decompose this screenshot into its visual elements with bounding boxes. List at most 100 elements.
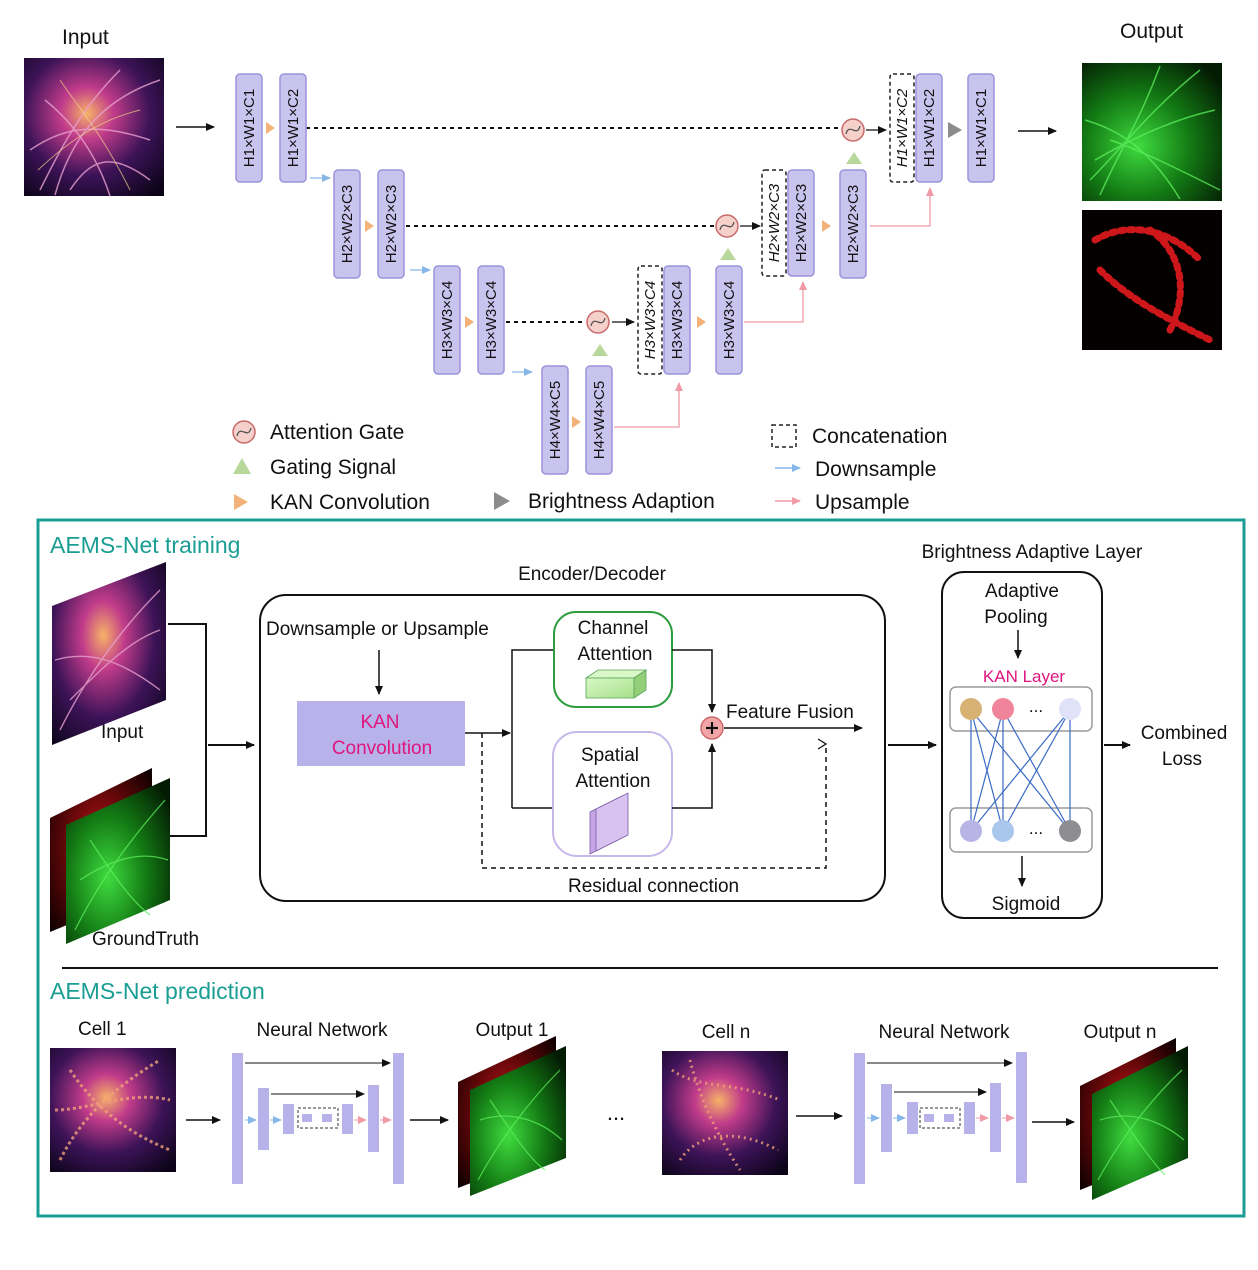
channel-attention-label-2: Attention [578,644,653,665]
residual-connection-line [481,733,828,869]
kan-edges [970,709,1071,832]
training-panel-border [36,518,1246,1218]
spatial-attention-label-2: Attention [576,771,651,792]
spatial-attention-label-1: Spatial [581,745,639,766]
spatial-to-fusion [672,743,716,809]
svg-text:H1×W1×C1: H1×W1×C1 [973,89,990,167]
training-groundtruth-label: GroundTruth [92,929,199,950]
training-title: AEMS-Net training [50,532,240,558]
bal-title: Brightness Adaptive Layer [922,542,1143,563]
celln-image [662,1051,788,1175]
svg-text:H2×W2×C3: H2×W2×C3 [383,185,400,263]
gating-signal-icon [233,458,251,474]
adaptive-pooling-label-2: Pooling [984,607,1047,628]
cell1-image [50,1048,176,1172]
encoder-box [259,594,886,902]
training-input-image [52,562,166,745]
legend-gating-signal: Gating Signal [233,456,396,479]
block-e3b: H3×W3×C4 [477,265,505,375]
down-or-up-label: Downsample or Upsample [266,619,489,640]
block-b4a: H4×W4×C5 [541,365,569,475]
block-e3a: H3×W3×C4 [433,265,461,375]
output1-label: Output 1 [476,1020,549,1041]
kan-layer-top-row [949,686,1093,732]
block-e1b: H1×W1×C2 [279,73,307,183]
brightness-adaption-icon [494,492,510,510]
svg-text:H1×W1×C2: H1×W1×C2 [285,89,302,167]
block-d2b: H2×W2×C3 [839,169,867,279]
kan-conv-label-2: Convolution [332,738,432,759]
celln-label: Cell n [702,1022,751,1043]
svg-text:Brightness Adaption: Brightness Adaption [528,490,715,513]
svg-text:Upsample: Upsample [815,491,910,514]
block-e2b: H2×W2×C3 [377,169,405,279]
attention-gates [586,118,865,334]
spatial-attention-box [552,731,673,857]
kan-nodes [960,698,1081,842]
channel-cube-icon [584,669,648,699]
svg-text:KAN Convolution: KAN Convolution [270,491,430,514]
adaptive-pooling-label-1: Adaptive [985,581,1059,602]
channel-attention-label-1: Channel [578,618,649,639]
legend-upsample: Upsample [775,491,910,514]
input-image [24,58,164,197]
block-d3cat: H3×W3×C4 [637,265,663,375]
block-d1a: H1×W1×C2 [915,73,943,183]
kan-layer-bottom-row [949,807,1093,853]
output-image-green [1082,63,1222,201]
svg-text:H3×W3×C4: H3×W3×C4 [642,281,659,359]
branch-line-top [511,649,554,808]
nn1-network [232,1053,404,1184]
concatenation-icon [771,424,797,448]
svg-text:H2×W2×C3: H2×W2×C3 [766,183,783,262]
input-title: Input [62,26,109,49]
training-groundtruth-image [50,768,170,944]
output-image-red [1082,210,1222,350]
block-d2a: H2×W2×C3 [787,169,815,277]
encoder-title: Encoder/Decoder [518,564,667,585]
training-input-label: Input [101,722,144,743]
block-d2cat: H2×W2×C3 [761,169,787,277]
block-d3a: H3×W3×C4 [663,265,691,375]
legend-concatenation: Concatenation [771,424,947,448]
block-b4b: H4×W4×C5 [585,365,613,475]
nn2-network [854,1052,1027,1184]
block-e1a: H1×W1×C1 [235,73,263,183]
feature-fusion-label: Feature Fusion [726,702,854,723]
legend-kan-convolution: KAN Convolution [234,491,430,514]
kan-layer-label: KAN Layer [983,667,1066,686]
kan-conv-box [297,701,465,766]
svg-text:H4×W4×C5: H4×W4×C5 [591,381,608,459]
legend-attention-gate: Attention Gate [232,420,404,444]
kan-dots-bottom: ... [1029,819,1043,838]
svg-text:H3×W3×C4: H3×W3×C4 [483,281,500,359]
kan-triangles [266,122,831,428]
svg-text:H2×W2×C3: H2×W2×C3 [845,185,862,263]
upsample-arrow-1 [614,382,683,428]
svg-text:H3×W3×C4: H3×W3×C4 [721,281,738,359]
output-title: Output [1120,20,1183,43]
svg-text:H2×W2×C3: H2×W2×C3 [793,184,810,262]
residual-label: Residual connection [568,876,739,897]
training-bracket [168,623,207,837]
svg-text:Gating Signal: Gating Signal [270,456,396,479]
bal-box [941,571,1103,919]
block-d3b: H3×W3×C4 [715,265,743,375]
legend-brightness-adaption: Brightness Adaption [494,490,715,513]
prediction-ellipsis: ... [607,1100,625,1125]
prediction-title: AEMS-Net prediction [50,978,265,1004]
svg-text:H1×W1×C2: H1×W1×C2 [921,89,938,167]
output1-image [458,1036,566,1196]
svg-text:H3×W3×C4: H3×W3×C4 [669,281,686,359]
svg-text:H4×W4×C5: H4×W4×C5 [547,381,564,459]
svg-text:Downsample: Downsample [815,458,936,481]
nn1-label: Neural Network [257,1020,388,1041]
cell1-label: Cell 1 [78,1019,127,1040]
svg-text:H1×W1×C2: H1×W1×C2 [894,88,911,167]
svg-text:Attention Gate: Attention Gate [270,421,404,444]
sigmoid-label: Sigmoid [992,894,1061,915]
svg-text:H3×W3×C4: H3×W3×C4 [439,281,456,359]
combined-loss-label-2: Loss [1162,749,1202,770]
block-d1cat: H1×W1×C2 [889,73,915,183]
